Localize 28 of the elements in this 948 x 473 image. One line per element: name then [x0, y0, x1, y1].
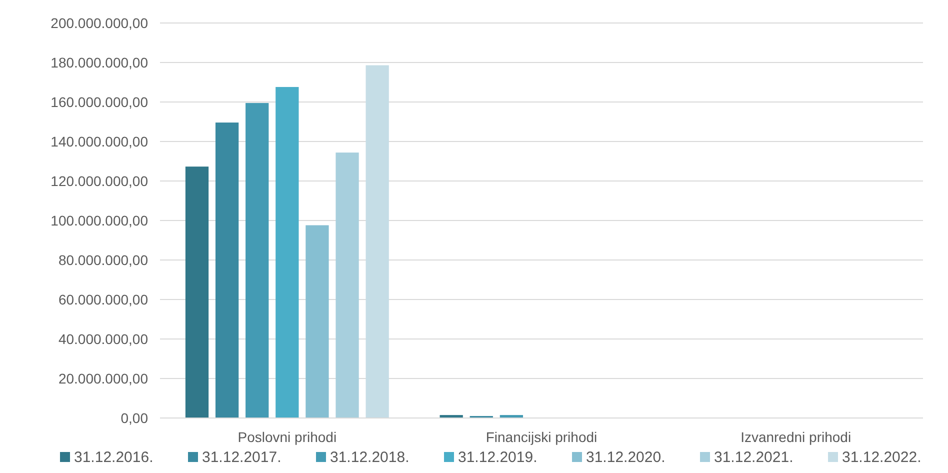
x-tick-label: Izvanredni prihodi — [740, 429, 852, 445]
y-tick-label: 80.000.000,00 — [58, 252, 148, 268]
y-tick-label: 180.000.000,00 — [50, 54, 148, 70]
bar — [215, 122, 239, 418]
legend-label: 31.12.2019. — [458, 449, 538, 466]
bar — [306, 225, 329, 418]
y-tick-label: 160.000.000,00 — [50, 94, 148, 110]
bar — [336, 152, 359, 418]
legend-label: 31.12.2016. — [74, 449, 154, 466]
y-tick-label: 120.000.000,00 — [50, 172, 148, 189]
bar — [366, 65, 389, 418]
y-tick-label: 40.000.000,00 — [58, 330, 148, 347]
legend-label: 31.12.2018. — [330, 449, 410, 466]
bar — [246, 102, 269, 418]
legend-label: 31.12.2020. — [586, 449, 666, 466]
y-tick-label: 200.000.000,00 — [50, 14, 148, 31]
legend-label: 31.12.2017. — [202, 449, 282, 466]
bar — [276, 86, 299, 418]
legend-label: 31.12.2021. — [714, 449, 794, 466]
y-tick-label: 60.000.000,00 — [58, 291, 148, 308]
y-tick-label: 140.000.000,00 — [50, 133, 148, 150]
y-tick-label: 20.000.000,00 — [58, 370, 148, 386]
x-tick-label: Poslovni prihodi — [238, 429, 337, 445]
y-tick-label: 0,00 — [120, 410, 148, 426]
x-tick-label: Financijski prihodi — [486, 429, 598, 445]
bar — [185, 166, 209, 418]
legend-label: 31.12.2022. — [842, 449, 922, 466]
y-tick-label: 100.000.000,00 — [50, 212, 148, 228]
